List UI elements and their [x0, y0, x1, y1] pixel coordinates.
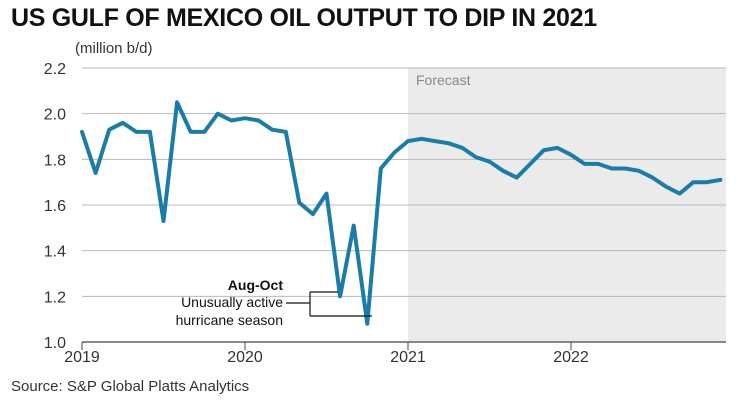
x-tick-label: 2021: [390, 349, 426, 366]
chart-title: US GULF OF MEXICO OIL OUTPUT TO DIP IN 2…: [11, 4, 597, 32]
y-axis-unit-label: (million b/d): [75, 40, 153, 57]
x-tick-label: 2019: [64, 349, 100, 366]
y-axis-tick-labels: 1.0 1.2 1.4 1.6 1.8 2.0 2.2: [44, 61, 66, 352]
grid-lines: [82, 67, 726, 343]
y-tick-label: 1.4: [44, 244, 66, 261]
x-axis-tick-labels: 2019 2020 2021 2022: [64, 342, 589, 366]
y-tick-label: 1.6: [44, 198, 66, 215]
series-line: [80, 100, 723, 326]
x-tick-label: 2020: [227, 349, 263, 366]
y-tick-label: 1.0: [44, 335, 66, 352]
y-tick-label: 1.2: [44, 289, 66, 306]
x-tick-label: 2022: [553, 349, 589, 366]
y-tick-label: 2.2: [44, 61, 66, 78]
annotation-bracket: [286, 291, 372, 317]
hurricane-annotation: Aug-Oct Unusually active hurricane seaso…: [176, 277, 372, 328]
annotation-line-1: Unusually active: [181, 294, 283, 310]
annotation-line-2: hurricane season: [176, 312, 283, 328]
y-tick-label: 1.8: [44, 152, 66, 169]
source-note: Source: S&P Global Platts Analytics: [11, 378, 250, 395]
annotation-title: Aug-Oct: [228, 277, 284, 293]
forecast-label: Forecast: [416, 72, 471, 88]
y-tick-label: 2.0: [44, 107, 66, 124]
